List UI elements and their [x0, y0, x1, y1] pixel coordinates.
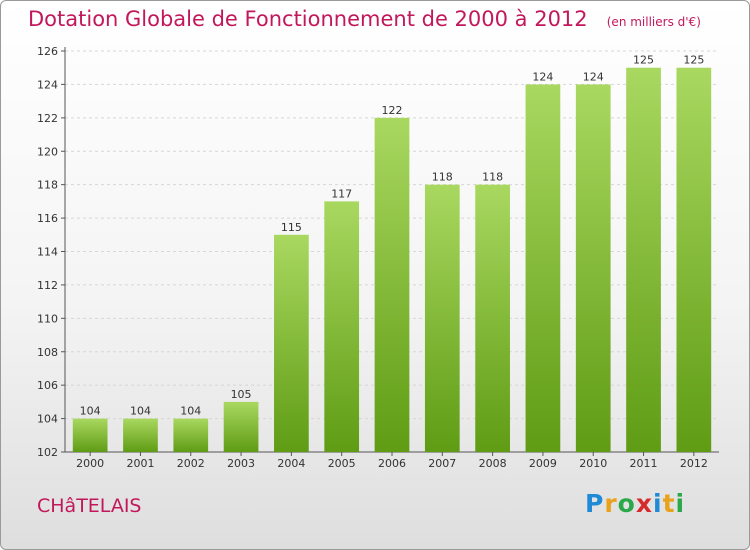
bar-value-label: 105: [231, 388, 252, 401]
logo-letter: P: [585, 489, 605, 518]
y-tick-label: 108: [37, 346, 58, 359]
bars: [72, 67, 712, 453]
bar: [223, 401, 259, 452]
bar: [575, 84, 611, 453]
bar-value-label: 104: [180, 405, 201, 418]
logo-letter: r: [604, 489, 618, 518]
x-tick-label: 2004: [277, 457, 305, 470]
bar-value-label: 124: [583, 70, 604, 83]
y-tick-label: 120: [37, 145, 58, 158]
x-tick-label: 2002: [177, 457, 205, 470]
bar: [374, 117, 410, 452]
bar-value-label: 122: [382, 104, 403, 117]
bar: [676, 67, 712, 452]
x-tick-label: 2009: [529, 457, 557, 470]
bar: [475, 184, 510, 452]
bar: [274, 234, 309, 452]
x-tick-label: 2011: [630, 457, 658, 470]
x-tick-label: 2008: [479, 457, 507, 470]
bar-value-label: 124: [532, 70, 553, 83]
logo-letter: x: [635, 489, 653, 518]
logo-letter: t: [662, 489, 676, 518]
commune-name: CHâTELAIS: [37, 495, 142, 517]
y-tick-label: 104: [37, 413, 58, 426]
y-tick-label: 114: [37, 246, 58, 259]
x-tick-label: 2007: [428, 457, 456, 470]
proxiti-logo[interactable]: Proxiti: [585, 489, 685, 518]
bar-value-label: 125: [633, 54, 654, 67]
x-tick-label: 2001: [126, 457, 154, 470]
x-tick-label: 2005: [328, 457, 356, 470]
bar: [173, 418, 209, 452]
y-tick-label: 122: [37, 112, 58, 125]
y-tick-label: 102: [37, 446, 58, 459]
bar: [525, 84, 561, 453]
x-tick-label: 2012: [680, 457, 708, 470]
y-tick-label: 126: [37, 45, 58, 58]
y-tick-label: 112: [37, 279, 58, 292]
x-tick-label: 2003: [227, 457, 255, 470]
y-tick-label: 106: [37, 379, 58, 392]
bar: [324, 201, 360, 452]
bar-value-label: 104: [130, 405, 151, 418]
bar: [72, 418, 108, 452]
chart-title: Dotation Globale de Fonctionnement de 20…: [28, 7, 588, 31]
y-tick-label: 118: [37, 179, 58, 192]
bar-value-label: 118: [482, 171, 503, 184]
bar-value-label: 125: [683, 54, 704, 67]
y-tick-label: 124: [37, 78, 58, 91]
bar: [123, 418, 158, 452]
bar: [424, 184, 460, 452]
x-tick-label: 2010: [579, 457, 607, 470]
bar: [626, 67, 661, 452]
y-tick-label: 116: [37, 212, 58, 225]
chart-unit: (en milliers d'€): [606, 15, 701, 29]
y-tick-label: 110: [37, 312, 58, 325]
x-tick-label: 2000: [76, 457, 104, 470]
logo-letter: i: [653, 489, 663, 518]
bar-value-label: 118: [432, 171, 453, 184]
bar-value-label: 104: [80, 405, 101, 418]
bar-value-label: 115: [281, 221, 302, 234]
logo-letter: o: [617, 489, 636, 518]
title-row: Dotation Globale de Fonctionnement de 20…: [28, 7, 701, 31]
x-tick-label: 2006: [378, 457, 406, 470]
bar-value-label: 117: [331, 187, 352, 200]
data-labels: 104 104 104 105 115 117 122 118 118 124 124 125 125: [80, 54, 705, 418]
logo-letter: i: [675, 489, 686, 518]
